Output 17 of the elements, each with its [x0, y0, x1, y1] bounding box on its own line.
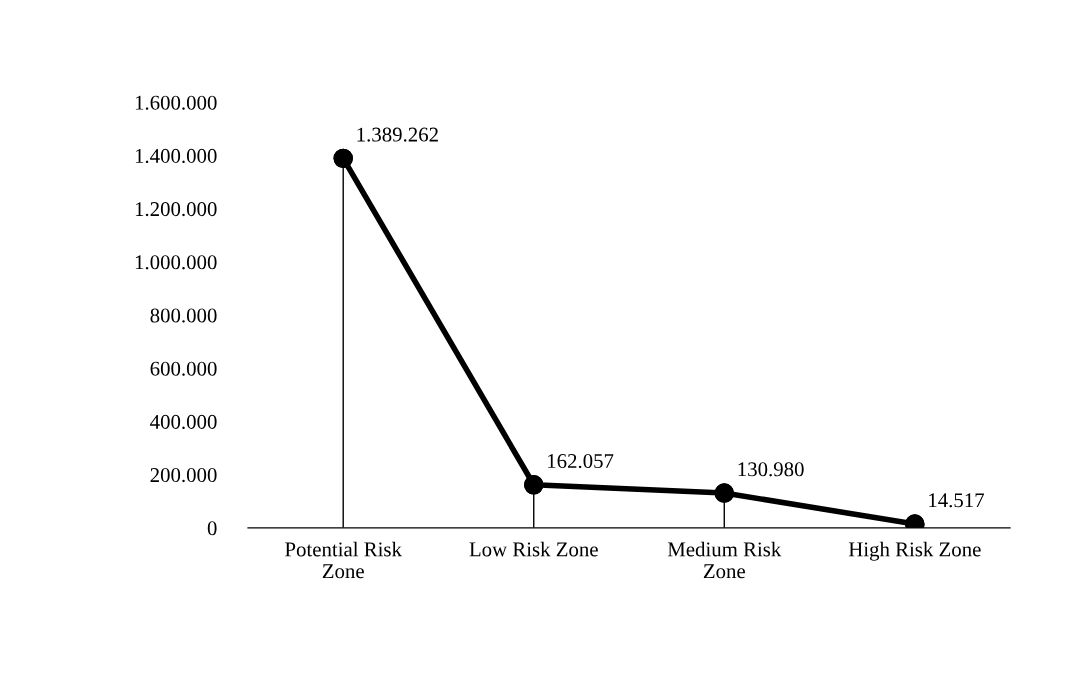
y-tick-label: 200.000 — [150, 468, 217, 483]
data-label: 1.389.262 — [357, 127, 438, 142]
x-tick-label: Potential Risk Zone — [285, 541, 402, 579]
data-label: 162.057 — [548, 453, 614, 469]
data-label: 14.517 — [929, 493, 985, 508]
x-tick-label: High Risk Zone — [848, 541, 981, 561]
data-label: 130.980 — [738, 462, 804, 477]
y-tick-label: 1.000.000 — [135, 255, 217, 270]
x-tick-label: Medium Risk Zone — [667, 541, 782, 579]
y-tick-label: 0 — [207, 521, 217, 536]
y-tick-label: 800.000 — [150, 308, 217, 323]
y-tick-label: 400.000 — [150, 414, 217, 429]
x-tick-label: Low Risk Zone — [469, 541, 598, 557]
y-tick-label: 1.200.000 — [135, 202, 217, 217]
y-tick-label: 600.000 — [150, 361, 217, 376]
y-tick-label: 1.400.000 — [135, 148, 217, 164]
y-tick-label: 1.600.000 — [135, 95, 217, 110]
